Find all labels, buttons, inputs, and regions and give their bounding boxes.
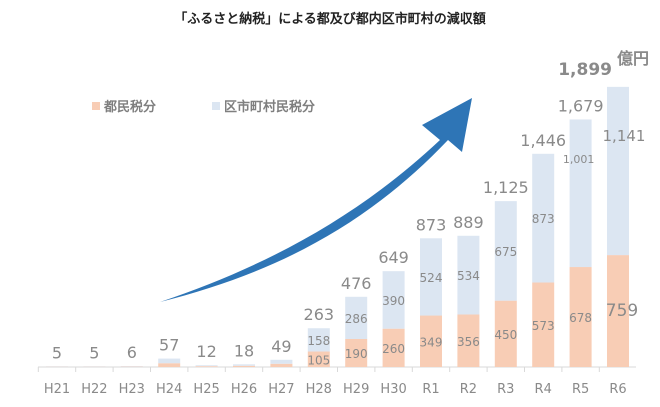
legend-swatch: [92, 101, 100, 110]
x-tick-label: H24: [156, 382, 182, 397]
total-label: 1,446: [520, 131, 566, 150]
unit-label: 億円: [617, 49, 649, 68]
x-tick-label: R2: [460, 382, 477, 397]
legend-item-prefecture: 都民税分: [92, 96, 156, 115]
x-tick-label: R4: [535, 382, 552, 397]
bar-segment-municipal: [607, 86, 629, 256]
data-label-prefecture: 450: [494, 328, 517, 342]
total-label: 6: [127, 343, 137, 362]
data-label-prefecture: 678: [569, 311, 592, 325]
data-label-prefecture: 190: [345, 347, 368, 361]
data-label-municipal: 1,001: [563, 153, 595, 166]
legend-label: 都民税分: [104, 100, 157, 115]
x-tick-label: R1: [422, 382, 439, 397]
bar-segment-prefecture: [345, 338, 368, 367]
x-tick-label: H23: [119, 382, 145, 397]
data-label-municipal: 286: [345, 312, 368, 326]
total-label: 263: [304, 305, 335, 324]
bar-segment-prefecture: [195, 366, 218, 367]
data-label-prefecture: 759: [606, 301, 638, 321]
x-tick-label: H25: [193, 382, 219, 397]
bar-segment-municipal: [494, 201, 517, 301]
x-tick-label: H30: [380, 382, 406, 397]
x-tick-label: H29: [343, 382, 369, 397]
total-label: 57: [159, 336, 179, 355]
data-label-municipal: 1,141: [603, 127, 646, 145]
total-label: 12: [196, 342, 216, 361]
data-label-municipal: 158: [307, 334, 330, 348]
x-tick-label: H27: [268, 382, 294, 397]
total-label: 889: [453, 213, 484, 232]
x-tick-label: R5: [572, 382, 589, 397]
bar-segment-municipal: [457, 235, 480, 315]
total-label: 49: [271, 337, 291, 356]
x-tick-label: H22: [81, 382, 107, 397]
total-label: 1,125: [483, 178, 529, 197]
data-label-municipal: 524: [420, 271, 443, 285]
data-label-municipal: 873: [532, 212, 555, 226]
bar-segment-municipal: [307, 328, 330, 352]
bar-segment-prefecture: [420, 315, 442, 367]
data-label-prefecture: 356: [457, 335, 480, 349]
bar-segment-municipal: [532, 153, 555, 283]
chart-title: 「ふるさと納税」による都及び都内区市町村の減収額: [174, 12, 486, 27]
data-label-municipal: 390: [382, 294, 405, 308]
bar-segment-prefecture: [307, 351, 330, 367]
total-label: 1,679: [558, 96, 604, 115]
total-label: 649: [378, 248, 409, 267]
legend-item-municipal: 区市町村民税分: [212, 96, 315, 115]
data-label-municipal: 675: [494, 245, 517, 259]
x-tick-label: H26: [231, 382, 257, 397]
total-label: 873: [416, 215, 447, 234]
total-label: 5: [89, 343, 99, 362]
bar-segment-prefecture: [457, 314, 480, 367]
bar-segment-municipal: [195, 365, 218, 367]
x-tick-label: H21: [44, 382, 70, 397]
bar-segment-municipal: [233, 364, 255, 366]
total-label: 476: [341, 274, 372, 293]
bar-segment-prefecture: [607, 255, 629, 367]
legend-swatch: [212, 101, 220, 110]
bar-segment-municipal: [382, 271, 405, 329]
bar-segment-municipal: [345, 296, 368, 339]
legend-label: 区市町村民税分: [224, 100, 316, 115]
data-label-prefecture: 573: [532, 319, 555, 333]
total-label: 5: [52, 343, 62, 362]
bar-segment-municipal: [270, 359, 293, 364]
bar-segment-prefecture: [158, 363, 181, 367]
bar-segment-prefecture: [270, 363, 293, 367]
data-label-prefecture: 349: [420, 335, 443, 349]
trend-arrow-icon: [160, 98, 472, 302]
bar-segment-prefecture: [233, 365, 255, 367]
total-label: 18: [234, 341, 254, 360]
bar-segment-municipal: [158, 358, 181, 364]
bar-segment-municipal: [420, 238, 442, 316]
bar-segment-prefecture: [382, 328, 405, 367]
data-label-municipal: 534: [457, 269, 480, 283]
bar-segment-prefecture: [494, 300, 517, 367]
x-tick-label: H28: [306, 382, 332, 397]
data-label-prefecture: 260: [382, 342, 405, 356]
bar-segment-municipal: [569, 119, 592, 268]
bar-segment-prefecture: [569, 267, 592, 367]
x-tick-label: R6: [609, 382, 626, 397]
bar-segment-prefecture: [532, 282, 555, 367]
data-label-prefecture: 105: [307, 353, 330, 367]
total-label: 1,899: [558, 60, 612, 80]
x-tick-label: R3: [497, 382, 514, 397]
